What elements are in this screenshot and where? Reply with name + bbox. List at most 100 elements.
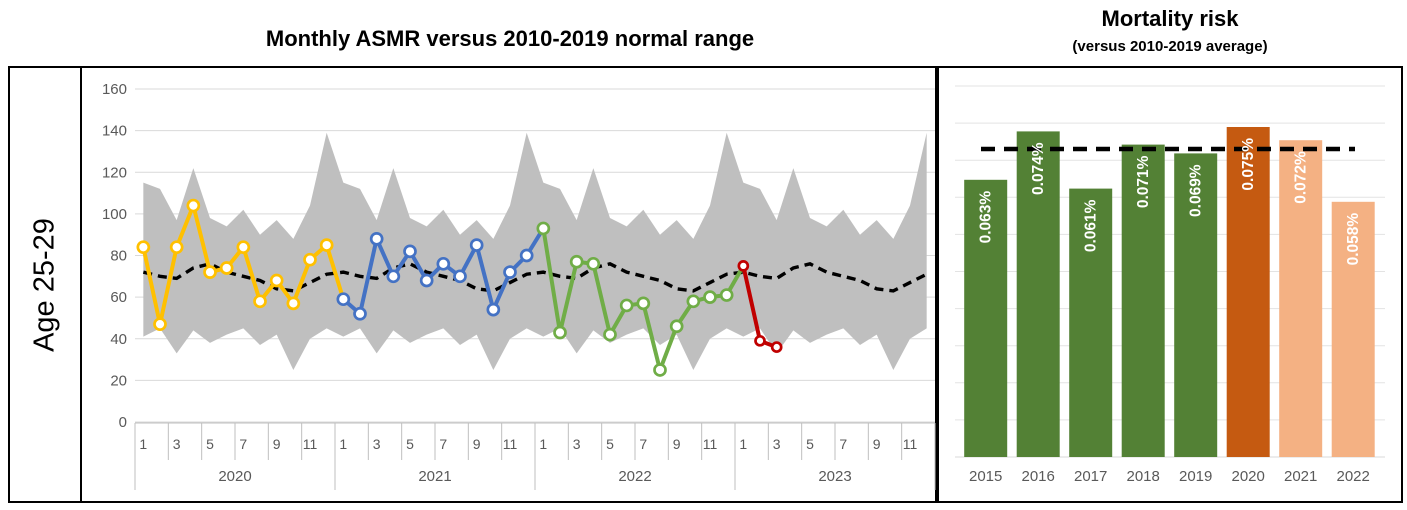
y-tick-label-100: 100 (102, 206, 127, 223)
series-2022-markers (536, 221, 734, 377)
point-2021-m10 (486, 302, 501, 317)
series-2020-markers (136, 198, 334, 332)
point-2020-m4 (186, 198, 201, 213)
point-2022-m8 (653, 363, 667, 377)
category-label-2019: 2019 (1179, 468, 1212, 485)
point-2021-m7 (436, 256, 451, 271)
point-2021-m1 (336, 292, 351, 307)
point-2022-m7 (636, 296, 651, 311)
bar-label-2016: 0.074% (1030, 142, 1047, 195)
y-tick-label-120: 120 (102, 164, 127, 181)
point-2022-m9 (669, 319, 684, 334)
bars (964, 127, 1375, 458)
point-2022-m2 (553, 325, 567, 340)
y-tick-label-160: 160 (102, 81, 127, 98)
point-2021-m6 (419, 273, 434, 288)
year-label-2023: 2023 (818, 468, 851, 485)
month-tick-label: 5 (606, 436, 614, 452)
y-axis-tick-labels: 0 20 40 60 80 100 120 140 160 (102, 81, 127, 431)
point-2021-m12 (519, 248, 534, 263)
bar-2016 (1016, 131, 1060, 457)
month-tick-label: 5 (406, 436, 414, 452)
month-tick-label: 7 (239, 436, 247, 452)
y-tick-label-40: 40 (110, 331, 127, 348)
bar-label-2015: 0.063% (978, 191, 995, 244)
point-2020-m10 (286, 296, 301, 311)
bar-2020 (1226, 127, 1270, 457)
bar-label-2021: 0.072% (1293, 151, 1310, 204)
age-group-column: Age 25-29 (10, 68, 82, 501)
y-tick-label-0: 0 (119, 414, 127, 431)
point-2021-m9 (469, 238, 484, 252)
point-2022-m5 (603, 327, 617, 342)
point-2020-m3 (169, 240, 184, 255)
point-2023-m1 (737, 260, 750, 272)
point-2020-m11 (303, 252, 317, 267)
month-tick-label: 7 (439, 436, 447, 452)
month-tick-label: 3 (573, 436, 581, 452)
point-2022-m11 (703, 290, 717, 304)
month-tick-label: 1 (139, 436, 147, 452)
point-2022-m1 (536, 221, 551, 236)
point-2022-m12 (719, 288, 734, 302)
category-label-2018: 2018 (1127, 468, 1160, 485)
point-2021-m5 (403, 244, 417, 259)
month-tick-label: 9 (673, 436, 681, 452)
point-2020-m1 (136, 240, 151, 255)
point-2020-m2 (153, 317, 167, 332)
left-chart-title: Monthly ASMR versus 2010-2019 normal ran… (265, 26, 755, 51)
point-2020-m12 (319, 238, 334, 252)
point-2021-m3 (369, 232, 384, 246)
bar-2017 (1069, 188, 1113, 457)
category-label-2017: 2017 (1074, 468, 1107, 485)
y-tick-label-140: 140 (102, 123, 127, 140)
month-tick-label: 9 (473, 436, 481, 452)
bar-2021 (1279, 140, 1323, 457)
category-label-2020: 2020 (1232, 468, 1265, 485)
bar-label-2017: 0.061% (1083, 199, 1100, 252)
average-dashed-line (142, 262, 928, 293)
point-2021-m11 (503, 265, 517, 279)
month-tick-label: 3 (173, 436, 181, 452)
point-2021-m4 (386, 269, 401, 284)
point-2021-m2 (353, 306, 367, 321)
right-chart-subtitle: (versus 2010-2019 average) (1072, 38, 1268, 55)
bar-2018 (1121, 144, 1165, 457)
bar-2022 (1331, 201, 1375, 457)
month-tick-label: 11 (503, 436, 518, 452)
bar-category-labels: 2015 2016 2017 2018 2019 2020 2021 2022 (969, 468, 1370, 485)
year-label-2021: 2021 (418, 468, 451, 485)
bar-label-2020: 0.075% (1240, 138, 1257, 191)
month-tick-label: 9 (273, 436, 281, 452)
y-tick-label-20: 20 (110, 372, 127, 389)
month-tick-label: 7 (839, 436, 847, 452)
point-2023-m2 (754, 334, 766, 347)
mortality-risk-bar-panel: 0.063% 0.074% 0.061% 0.071% 0.069% 0.075% 0.07… (937, 66, 1403, 503)
point-2022-m6 (619, 298, 634, 313)
asmr-line-chart-panel: Age 25-29 0 20 40 60 80 100 120 140 160 1 3 5 7 9 11 1 3… (8, 66, 937, 503)
month-tick-label: 5 (206, 436, 214, 452)
age-group-label: Age 25-29 (28, 217, 61, 352)
right-chart-title: Mortality risk (1101, 6, 1239, 31)
y-tick-label-80: 80 (110, 248, 127, 265)
month-tick-label: 11 (703, 436, 718, 452)
point-2023-m3 (770, 341, 783, 353)
category-label-2021: 2021 (1284, 468, 1317, 485)
point-2022-m3 (569, 254, 584, 269)
series-2023-markers (737, 260, 783, 353)
point-2020-m8 (253, 294, 267, 309)
month-tick-label: 11 (303, 436, 318, 452)
month-tick-label: 3 (373, 436, 381, 452)
point-2020-m6 (219, 261, 234, 275)
point-2022-m4 (586, 256, 601, 271)
bar-label-2022: 0.058% (1345, 213, 1362, 266)
asmr-chart-area: 0 20 40 60 80 100 120 140 160 1 3 5 7 9 11 1 3 5 7 9 11 1 3 5 7 9… (82, 68, 937, 501)
year-label-2022: 2022 (618, 468, 651, 485)
bar-value-labels: 0.063% 0.074% 0.061% 0.071% 0.069% 0.075% 0.07… (978, 138, 1362, 266)
bar-label-2019: 0.069% (1188, 164, 1205, 217)
point-2020-m5 (203, 265, 217, 279)
series-2021-markers (336, 232, 534, 321)
